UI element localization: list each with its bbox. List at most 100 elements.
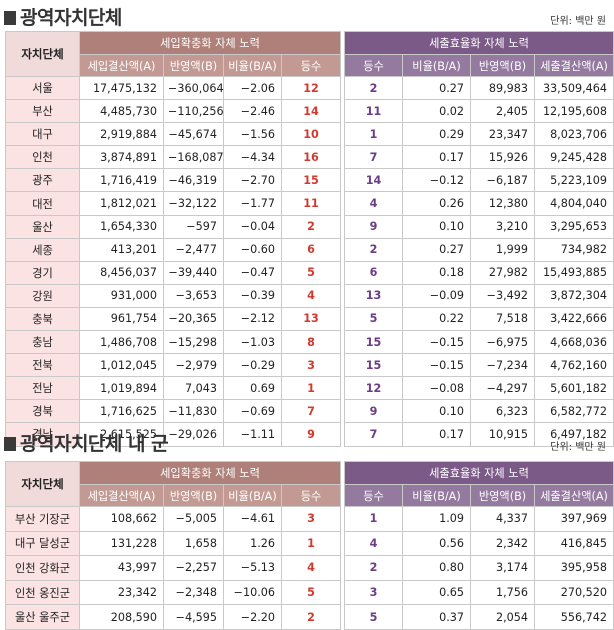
table-row: 인천 강화군 43,997 −2,257 −5.13 4 2 0.80 3,174 395,95…: [5, 555, 614, 581]
header-col: 세입결산액(A): [79, 484, 164, 507]
table-cell: −0.04: [223, 214, 282, 239]
table-cell: 0.80: [402, 555, 471, 581]
table-cell: 6,497,182: [534, 422, 614, 447]
header-group-expenditure: 세출효율화 자체 노력: [344, 31, 614, 55]
row-name-cell: 인천: [5, 145, 80, 170]
table-cell: 1,756: [470, 579, 535, 606]
row-name-cell: 대구 달성군: [5, 530, 80, 557]
table-cell: 0.69: [223, 376, 282, 401]
regional-title: 광역자치단체: [4, 3, 122, 30]
table-cell: 12: [281, 75, 341, 101]
table-cell: 0.10: [402, 214, 471, 239]
table-cell: 9: [344, 399, 403, 424]
table-cell: 1.09: [402, 506, 471, 532]
table-cell: 6,323: [470, 399, 535, 424]
table-cell: 1.26: [223, 530, 282, 557]
table-cell: 15,493,885: [534, 260, 614, 285]
table-row: 부산 기장군 108,662 −5,005 −4.61 3 1 1.09 4,337 397,9…: [5, 506, 614, 532]
table-cell: 5: [281, 579, 341, 606]
table-cell: −0.60: [223, 237, 282, 262]
table-cell: −45,674: [163, 122, 224, 147]
table-cell: −20,365: [163, 306, 224, 332]
table-cell: 4: [281, 555, 341, 581]
table-row: 전북 1,012,045 −2,979 −0.29 3 15 −0.15 −7,234 4,76…: [5, 353, 614, 378]
table-row: 광주 1,716,419 −46,319 −2.70 15 14 −0.12 −6,187 5,…: [5, 168, 614, 193]
table-cell: 5: [344, 306, 403, 332]
table-cell: −6,187: [470, 168, 535, 193]
row-name-cell: 대전: [5, 191, 80, 216]
table-cell: 1,654,330: [79, 214, 164, 239]
table-cell: 4,485,730: [79, 99, 164, 124]
table-cell: 6: [281, 237, 341, 262]
table-cell: 23,347: [470, 122, 535, 147]
row-name-cell: 충북: [5, 306, 80, 332]
table-cell: 12: [344, 376, 403, 401]
table-cell: −1.11: [223, 422, 282, 447]
table-cell: 3: [281, 353, 341, 378]
table-cell: 416,845: [534, 530, 614, 557]
table-cell: 7,518: [470, 306, 535, 332]
table-cell: 2: [344, 237, 403, 262]
table-cell: −1.03: [223, 330, 282, 355]
table-cell: 1,658: [163, 530, 224, 557]
table-cell: 10: [281, 122, 341, 147]
table-cell: 1: [281, 530, 341, 557]
table-cell: 4,804,040: [534, 191, 614, 216]
table-cell: −5,005: [163, 506, 224, 532]
table-cell: 3,422,666: [534, 306, 614, 332]
regional-section: 광역자치단체 단위: 백만 원 자치단체 세입확충화 자체 노력 세출효율화 자…: [0, 0, 614, 447]
table-row: 울산 1,654,330 −597 −0.04 2 9 0.10 3,210 3,295,653: [5, 214, 614, 239]
table-cell: 1,999: [470, 237, 535, 262]
table-cell: 2: [344, 555, 403, 581]
table-row: 경북 1,716,625 −11,830 −0.69 7 9 0.10 6,323 6,582,…: [5, 399, 614, 424]
table-cell: 12,195,608: [534, 99, 614, 124]
row-name-cell: 광주: [5, 168, 80, 193]
table-cell: 8: [281, 330, 341, 355]
table-cell: 8,023,706: [534, 122, 614, 147]
table-cell: −39,440: [163, 260, 224, 285]
row-name-cell: 전북: [5, 353, 80, 378]
row-name-cell: 서울: [5, 75, 80, 101]
header-col: 등수: [281, 484, 341, 507]
table-cell: −11,830: [163, 399, 224, 424]
title-square-icon: [4, 11, 16, 25]
table-cell: 9: [344, 214, 403, 239]
table-cell: 0.65: [402, 579, 471, 606]
header-name: 자치단체: [5, 461, 80, 507]
table-cell: 1,012,045: [79, 353, 164, 378]
table-cell: 2,615,525: [79, 422, 164, 447]
table-cell: −110,256: [163, 99, 224, 124]
table-cell: 0.56: [402, 530, 471, 557]
table-cell: −29,026: [163, 422, 224, 447]
header-col: 비율(B/A): [223, 54, 282, 77]
table-row: 경남 2,615,525 −29,026 −1.11 9 7 0.17 10,915 6,497…: [5, 422, 614, 447]
table-cell: −168,087: [163, 145, 224, 170]
row-name-cell: 울산: [5, 214, 80, 239]
header-col: 반영액(B): [470, 54, 535, 77]
header-col: 비율(B/A): [223, 484, 282, 507]
row-name-cell: 전남: [5, 376, 80, 401]
table-cell: −0.09: [402, 283, 471, 308]
table-row: 충남 1,486,708 −15,298 −1.03 8 15 −0.15 −6,975 4,6…: [5, 330, 614, 355]
table-cell: −1.56: [223, 122, 282, 147]
row-name-cell: 강원: [5, 283, 80, 308]
table-row: 대구 달성군 131,228 1,658 1.26 1 4 0.56 2,342 416,845: [5, 530, 614, 557]
header-group-expenditure: 세출효율화 자체 노력: [344, 461, 614, 485]
header-col: 비율(B/A): [402, 54, 471, 77]
table-cell: 270,520: [534, 579, 614, 606]
table-cell: 1,716,625: [79, 399, 164, 424]
table-cell: 11: [344, 99, 403, 124]
table-cell: 0.29: [402, 122, 471, 147]
header-name: 자치단체: [5, 31, 80, 77]
row-name-cell: 부산: [5, 99, 80, 124]
header-col: 세입결산액(A): [79, 54, 164, 77]
table-cell: 27,982: [470, 260, 535, 285]
table-cell: 3,872,304: [534, 283, 614, 308]
table-cell: 12,380: [470, 191, 535, 216]
table-cell: 43,997: [79, 555, 164, 581]
table-cell: 3: [281, 506, 341, 532]
table-cell: 2,405: [470, 99, 535, 124]
table-cell: −10.06: [223, 579, 282, 606]
table-row: 대구 2,919,884 −45,674 −1.56 10 1 0.29 23,347 8,02…: [5, 122, 614, 147]
row-name-cell: 경북: [5, 399, 80, 424]
